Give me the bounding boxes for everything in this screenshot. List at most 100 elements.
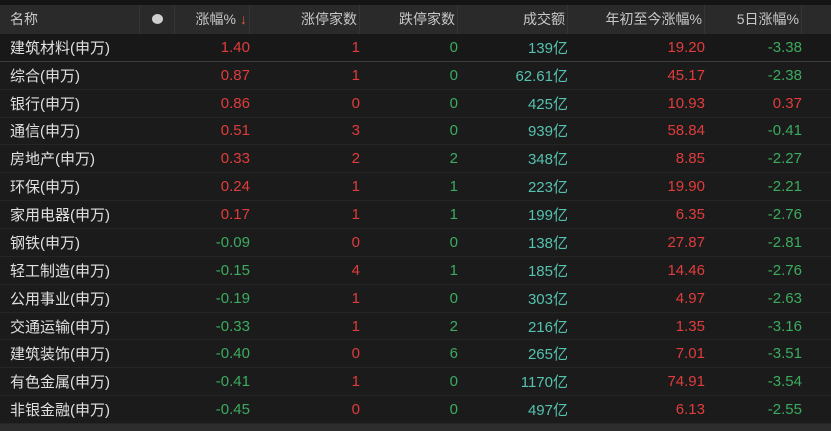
limit-up-count: 1 [351, 66, 360, 84]
table-row[interactable]: 房地产(申万) 0.33 2 2 348亿 8.85 -2.27 [0, 145, 831, 174]
header-turnover[interactable]: 成交额 [458, 5, 568, 34]
limit-up-count: 0 [351, 401, 360, 419]
table-row[interactable]: 轻工制造(申万) -0.15 4 1 185亿 14.46 -2.76 [0, 257, 831, 285]
sector-name: 房地产(申万) [10, 151, 95, 169]
sector-name: 交通运输(申万) [10, 318, 110, 336]
sector-name: 公用事业(申万) [10, 290, 110, 308]
header-limit-down[interactable]: 跌停家数 [360, 5, 458, 34]
turnover-amount: 265亿 [527, 346, 568, 364]
limit-up-count: 1 [351, 373, 360, 391]
header-limit-up[interactable]: 涨停家数 [250, 5, 360, 34]
change-percent: 0.87 [220, 66, 250, 84]
change-percent: -0.15 [215, 261, 250, 279]
limit-up-count: 0 [351, 94, 360, 112]
limit-down-count: 0 [449, 289, 458, 307]
limit-down-count: 0 [449, 38, 458, 56]
five-day-change-percent: -2.76 [767, 261, 802, 279]
limit-up-count: 1 [351, 206, 360, 224]
header-ytd-change[interactable]: 年初至今涨幅% [568, 5, 705, 34]
five-day-change-percent: -2.76 [767, 206, 802, 224]
sector-name: 非银金融(申万) [10, 402, 110, 420]
header-change-label: 涨幅% [195, 11, 236, 28]
limit-down-count: 1 [449, 261, 458, 279]
ytd-change-percent: 1.35 [675, 317, 705, 335]
table-row[interactable]: 非银金融(申万) -0.45 0 0 497亿 6.13 -2.55 [0, 396, 831, 425]
five-day-change-percent: 0.37 [772, 94, 802, 112]
table-body: 建筑材料(申万) 1.40 1 0 139亿 19.20 -3.38 综合(申万… [0, 33, 831, 425]
change-percent: 0.24 [220, 178, 250, 196]
table-row[interactable]: 综合(申万) 0.87 1 0 62.61亿 45.17 -2.38 [0, 62, 831, 90]
dot-icon [151, 14, 163, 25]
turnover-amount: 303亿 [527, 290, 568, 308]
top-strip [0, 0, 831, 5]
ytd-change-percent: 58.84 [667, 122, 705, 140]
change-percent: 0.51 [220, 122, 250, 140]
five-day-change-percent: -3.38 [767, 38, 802, 56]
sector-name: 建筑材料(申万) [10, 39, 110, 57]
table-row[interactable]: 通信(申万) 0.51 3 0 939亿 58.84 -0.41 [0, 118, 831, 146]
header-name[interactable]: 名称 [0, 5, 140, 34]
table-row[interactable]: 交通运输(申万) -0.33 1 2 216亿 1.35 -3.16 [0, 313, 831, 341]
limit-down-count: 2 [449, 150, 458, 168]
change-percent: -0.09 [215, 233, 250, 251]
five-day-change-percent: -2.63 [767, 289, 802, 307]
table-row[interactable]: 钢铁(申万) -0.09 0 0 138亿 27.87 -2.81 [0, 229, 831, 257]
table-row[interactable]: 家用电器(申万) 0.17 1 1 199亿 6.35 -2.76 [0, 201, 831, 229]
limit-down-count: 1 [449, 206, 458, 224]
five-day-change-percent: -3.16 [767, 317, 802, 335]
table-header: 名称 涨幅% ↓ 涨停家数 跌停家数 成交额 年初至今涨幅% 5日涨幅% [0, 5, 831, 34]
limit-up-count: 3 [351, 122, 360, 140]
limit-down-count: 0 [449, 122, 458, 140]
limit-down-count: 0 [449, 94, 458, 112]
limit-down-count: 0 [449, 401, 458, 419]
turnover-amount: 62.61亿 [515, 67, 568, 85]
five-day-change-percent: -2.27 [767, 150, 802, 168]
turnover-amount: 939亿 [527, 123, 568, 141]
table-row[interactable]: 建筑材料(申万) 1.40 1 0 139亿 19.20 -3.38 [0, 33, 831, 62]
turnover-amount: 139亿 [527, 39, 568, 57]
turnover-amount: 223亿 [527, 179, 568, 197]
five-day-change-percent: -2.55 [767, 401, 802, 419]
ytd-change-percent: 14.46 [667, 261, 705, 279]
limit-up-count: 1 [351, 289, 360, 307]
ytd-change-percent: 4.97 [675, 289, 705, 307]
limit-down-count: 0 [449, 373, 458, 391]
limit-up-count: 1 [351, 178, 360, 196]
sector-name: 环保(申万) [10, 179, 80, 197]
five-day-change-percent: -2.81 [767, 233, 802, 251]
ytd-change-percent: 10.93 [667, 94, 705, 112]
ytd-change-percent: 74.91 [667, 373, 705, 391]
header-5day-change[interactable]: 5日涨幅% [705, 5, 802, 34]
five-day-change-percent: -3.54 [767, 373, 802, 391]
ytd-change-percent: 19.90 [667, 178, 705, 196]
turnover-amount: 199亿 [527, 207, 568, 225]
table-row[interactable]: 公用事业(申万) -0.19 1 0 303亿 4.97 -2.63 [0, 285, 831, 313]
change-percent: 1.40 [220, 38, 250, 56]
change-percent: -0.41 [215, 373, 250, 391]
header-change[interactable]: 涨幅% ↓ [175, 5, 250, 34]
sector-name: 通信(申万) [10, 123, 80, 141]
sector-name: 建筑装饰(申万) [10, 346, 110, 364]
limit-up-count: 0 [351, 233, 360, 251]
ytd-change-percent: 6.35 [675, 206, 705, 224]
header-filler [802, 5, 831, 34]
limit-down-count: 1 [449, 178, 458, 196]
table-row[interactable]: 银行(申万) 0.86 0 0 425亿 10.93 0.37 [0, 90, 831, 118]
limit-down-count: 0 [449, 66, 458, 84]
turnover-amount: 185亿 [527, 262, 568, 280]
table-row[interactable]: 环保(申万) 0.24 1 1 223亿 19.90 -2.21 [0, 173, 831, 202]
turnover-amount: 1170亿 [520, 374, 568, 392]
table-row[interactable]: 有色金属(申万) -0.41 1 0 1170亿 74.91 -3.54 [0, 368, 831, 397]
five-day-change-percent: -0.41 [767, 122, 802, 140]
change-percent: 0.17 [220, 206, 250, 224]
change-percent: 0.33 [220, 150, 250, 168]
five-day-change-percent: -2.38 [767, 66, 802, 84]
limit-up-count: 1 [351, 317, 360, 335]
table-row[interactable]: 建筑装饰(申万) -0.40 0 6 265亿 7.01 -3.51 [0, 340, 831, 369]
limit-down-count: 0 [449, 233, 458, 251]
header-dot-column[interactable] [140, 5, 175, 34]
sector-name: 综合(申万) [10, 67, 80, 85]
ytd-change-percent: 7.01 [675, 345, 705, 363]
turnover-amount: 497亿 [527, 402, 568, 420]
